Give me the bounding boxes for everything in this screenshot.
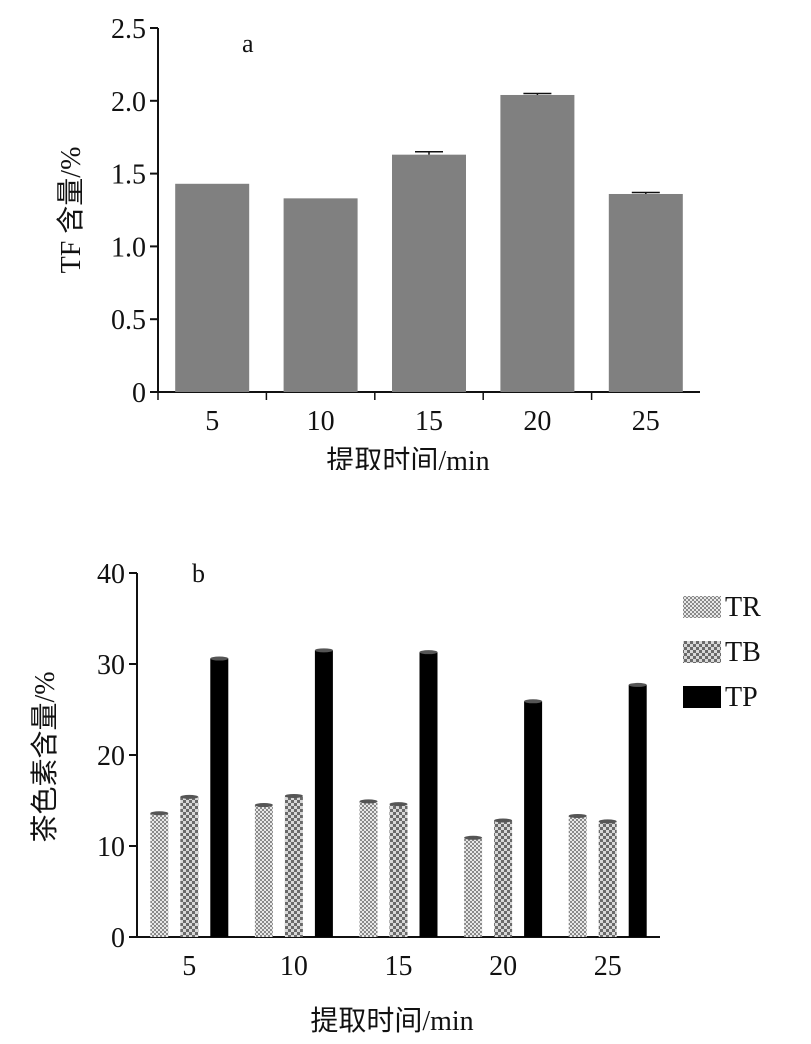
bar-15: [392, 154, 466, 392]
y-tick-label: 0.5: [111, 305, 146, 336]
y-tick-label: 2.0: [111, 87, 146, 118]
bar-tb-5: [180, 796, 199, 937]
bar-tp-5: [210, 658, 229, 937]
error-cap: [568, 813, 587, 818]
y-tick-label: 30: [97, 650, 125, 681]
bar-tp-20: [524, 701, 543, 937]
error-cap: [419, 650, 438, 655]
error-cap: [210, 656, 229, 661]
x-tick-label: 10: [307, 406, 335, 437]
error-cap: [628, 682, 647, 687]
bar-tb-10: [284, 795, 303, 937]
bar-tb-25: [598, 821, 617, 937]
bar-tr-15: [359, 801, 378, 937]
error-cap: [180, 794, 199, 799]
y-tick-label: 1.0: [111, 232, 146, 263]
y-tick-label: 0: [132, 378, 146, 409]
chart-a-svg: 0 0.5 1.0 1.5 2.0 2.5 5 10 15 20 25 a 提取时间/min TF 含量/…: [55, 14, 700, 470]
x-tick-label: 25: [632, 406, 660, 437]
y-tick-label: 0: [111, 923, 125, 954]
bar-25: [608, 193, 683, 392]
legend-swatch-tb: [683, 641, 721, 663]
bar-tp-10: [314, 650, 333, 937]
bar-tp-15: [419, 652, 438, 937]
bar-tr-10: [254, 805, 273, 937]
error-cap: [464, 835, 483, 840]
x-tick-label: 5: [182, 951, 196, 982]
error-cap: [598, 819, 617, 824]
bar-tp-25: [628, 684, 647, 937]
error-cap: [389, 802, 408, 807]
chart-b-svg: 0 10 20 30 40 5 10 15 20 25 b 提取时间/min 茶色素含量/% TR TB T…: [29, 559, 761, 1037]
bar-10: [283, 198, 358, 392]
x-axis-title: 提取时间/min: [310, 1005, 473, 1037]
y-axis-title: 茶色素含量/%: [29, 671, 61, 842]
y-axis-title: TF 含量/%: [55, 147, 87, 274]
error-cap: [359, 799, 378, 804]
x-tick-label: 10: [280, 951, 308, 982]
panel-label: b: [192, 559, 205, 588]
legend-swatch-tr: [683, 596, 721, 618]
x-axis-title: 提取时间/min: [326, 445, 489, 470]
x-tick-label: 25: [594, 951, 622, 982]
chart-a: 0 0.5 1.0 1.5 2.0 2.5 5 10 15 20 25 a 提取时间/min TF 含量/…: [0, 0, 811, 470]
y-tick-label: 10: [97, 832, 125, 863]
error-cap: [524, 699, 543, 704]
bar-tr-20: [464, 837, 483, 937]
bar-5: [175, 183, 250, 392]
error-cap: [150, 811, 169, 816]
legend-label-tp: TP: [725, 682, 758, 713]
error-cap: [494, 818, 513, 823]
bar-tb-15: [389, 804, 408, 937]
y-tick-label: 2.5: [111, 14, 146, 45]
x-tick-label: 15: [385, 951, 413, 982]
legend-label-tr: TR: [725, 592, 761, 623]
x-tick-label: 20: [489, 951, 517, 982]
bar-tr-5: [150, 813, 169, 937]
error-cap: [284, 793, 303, 798]
x-tick-label: 15: [415, 406, 443, 437]
panel-label: a: [242, 29, 254, 58]
y-tick-label: 20: [97, 741, 125, 772]
bar-tb-20: [494, 820, 513, 937]
y-tick-label: 40: [97, 559, 125, 590]
bar-20: [500, 94, 575, 392]
error-cap: [254, 803, 273, 808]
x-tick-label: 20: [523, 406, 551, 437]
legend-label-tb: TB: [725, 637, 761, 668]
chart-b: 0 10 20 30 40 5 10 15 20 25 b 提取时间/min 茶色素含量/% TR TB T…: [0, 515, 811, 1044]
x-tick-label: 5: [205, 406, 219, 437]
y-tick-label: 1.5: [111, 160, 146, 191]
error-cap: [314, 648, 333, 653]
bar-tr-25: [568, 815, 587, 937]
legend-swatch-tp: [683, 686, 721, 708]
